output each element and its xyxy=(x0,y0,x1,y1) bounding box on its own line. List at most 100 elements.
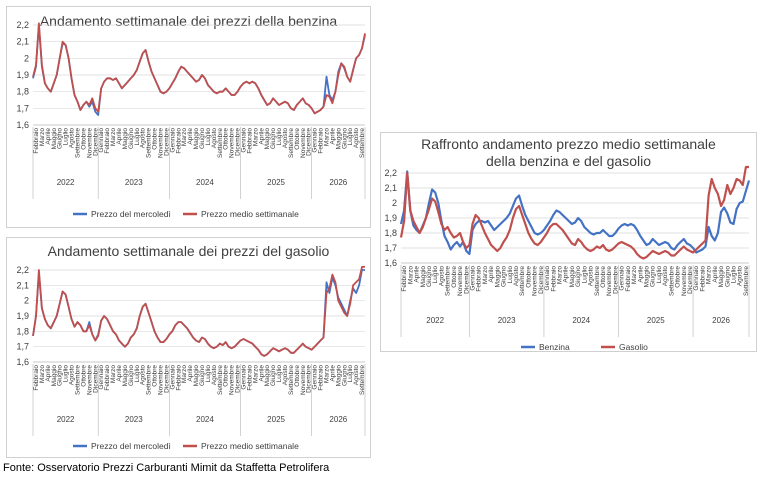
x-tick-label: Settembre xyxy=(445,266,452,296)
x-tick-label: Luglio xyxy=(205,128,212,146)
x-tick-label: Novembre xyxy=(86,128,93,158)
x-tick-label: Marzo xyxy=(631,266,638,284)
x-tick-label: Novembre xyxy=(300,365,307,395)
x-tick-label: Settembre xyxy=(359,128,366,158)
y-tick-label: 1,7 xyxy=(384,243,397,253)
x-tick-label: Luglio xyxy=(581,266,588,284)
x-tick-label: Maggio xyxy=(335,128,342,150)
x-tick-label: Febbraio xyxy=(318,365,325,391)
x-tick-label: Aprile xyxy=(563,266,570,283)
x-tick-label: Novembre xyxy=(157,128,164,158)
legend-label: Prezzo del mercoledì xyxy=(91,209,171,219)
x-tick-label: Luglio xyxy=(63,128,70,146)
x-tick-label: Ottobre xyxy=(80,365,87,387)
year-label: 2026 xyxy=(329,415,347,424)
x-tick-label: Settembre xyxy=(74,365,81,395)
x-tick-label: Luglio xyxy=(656,266,663,284)
y-tick-label: 2,1 xyxy=(384,183,397,193)
x-tick-label: Maggio xyxy=(122,365,129,387)
x-tick-label: Luglio xyxy=(507,266,514,284)
year-label: 2022 xyxy=(57,178,75,187)
x-tick-label: Aprile xyxy=(488,266,495,283)
legend-label: Prezzo medio settimanale xyxy=(201,441,299,451)
series-line-2 xyxy=(32,22,366,115)
y-tick-label: 1,9 xyxy=(16,311,29,321)
x-tick-label: Aprile xyxy=(45,365,52,382)
x-tick-label: Febbraio xyxy=(476,266,483,292)
x-tick-label: Giugno xyxy=(57,128,64,149)
x-tick-label: Giugno xyxy=(724,266,731,287)
x-tick-label: Aprile xyxy=(712,266,719,283)
x-tick-label: Novembre xyxy=(300,128,307,158)
y-tick-label: 2,2 xyxy=(16,20,29,30)
x-tick-label: Febbraio xyxy=(246,128,253,154)
x-tick-label: Maggio xyxy=(122,128,129,150)
x-tick-label: Maggio xyxy=(569,266,576,288)
x-tick-label: Aprile xyxy=(187,365,194,382)
x-tick-label: Gennaio xyxy=(312,128,319,153)
x-tick-label: Dicembre xyxy=(538,266,545,294)
x-tick-label: Giugno xyxy=(128,128,135,149)
chart-svg-benzina: 1,61,71,81,922,12,2FebbraioMarzoAprileMa… xyxy=(16,20,366,219)
x-tick-label: Ottobre xyxy=(152,128,159,150)
x-tick-label: Settembre xyxy=(146,128,153,158)
x-tick-label: Settembre xyxy=(146,365,153,395)
x-tick-label: Novembre xyxy=(606,266,613,296)
x-tick-label: Ottobre xyxy=(223,128,230,150)
y-tick-label: 2 xyxy=(24,53,29,63)
x-tick-label: Giugno xyxy=(128,365,135,386)
x-tick-label: Marzo xyxy=(252,365,259,383)
x-tick-label: Dicembre xyxy=(306,128,313,156)
x-tick-label: Agosto xyxy=(513,266,520,287)
x-tick-label: Dicembre xyxy=(463,266,470,294)
x-tick-label: Luglio xyxy=(730,266,737,284)
legend-label: Prezzo del mercoledì xyxy=(91,441,171,451)
x-tick-label: Febbraio xyxy=(33,128,40,154)
x-tick-label: Marzo xyxy=(407,266,414,284)
x-tick-label: Maggio xyxy=(264,365,271,387)
x-tick-label: Giugno xyxy=(199,128,206,149)
y-tick-label: 1,7 xyxy=(16,103,29,113)
x-tick-label: Aprile xyxy=(116,128,123,145)
x-tick-label: Novembre xyxy=(532,266,539,296)
x-tick-label: Maggio xyxy=(51,128,58,150)
legend-label: Gasolio xyxy=(619,342,648,352)
x-tick-label: Febbraio xyxy=(550,266,557,292)
x-tick-label: Settembre xyxy=(359,365,366,395)
x-tick-label: Agosto xyxy=(438,266,445,287)
year-label: 2024 xyxy=(196,178,214,187)
x-tick-label: Marzo xyxy=(181,128,188,146)
x-tick-label: Maggio xyxy=(193,365,200,387)
x-tick-label: Gennaio xyxy=(98,128,105,153)
x-tick-label: Giugno xyxy=(270,365,277,386)
series-line-1 xyxy=(32,24,366,116)
x-tick-label: Settembre xyxy=(519,266,526,296)
chart-title: Andamento settimanale dei prezzi del gas… xyxy=(47,243,330,259)
series-line-1 xyxy=(399,170,751,256)
x-tick-label: Ottobre xyxy=(294,128,301,150)
x-tick-label: Aprile xyxy=(45,128,52,145)
x-tick-label: Maggio xyxy=(718,266,725,288)
legend-label: Benzina xyxy=(539,342,570,352)
x-tick-label: Gennaio xyxy=(240,128,247,153)
y-tick-label: 1,6 xyxy=(16,120,29,130)
x-tick-label: Maggio xyxy=(264,128,271,150)
x-tick-label: Marzo xyxy=(323,365,330,383)
x-tick-label: Luglio xyxy=(276,128,283,146)
x-tick-label: Maggio xyxy=(420,266,427,288)
y-tick-label: 1,9 xyxy=(16,70,29,80)
x-tick-label: Agosto xyxy=(588,266,595,287)
x-tick-label: Dicembre xyxy=(163,365,170,393)
x-tick-label: Marzo xyxy=(706,266,713,284)
x-tick-label: Marzo xyxy=(110,128,117,146)
year-label: 2023 xyxy=(125,415,143,424)
x-tick-label: Dicembre xyxy=(235,128,242,156)
chart-panel-benzina: Andamento settimanale dei prezzi della b… xyxy=(6,6,371,228)
x-tick-label: Agosto xyxy=(211,128,218,149)
x-tick-label: Giugno xyxy=(650,266,657,287)
x-tick-label: Settembre xyxy=(74,128,81,158)
y-tick-label: 1,8 xyxy=(16,326,29,336)
x-tick-label: Marzo xyxy=(39,365,46,383)
x-tick-label: Luglio xyxy=(63,365,70,383)
x-tick-label: Maggio xyxy=(335,365,342,387)
